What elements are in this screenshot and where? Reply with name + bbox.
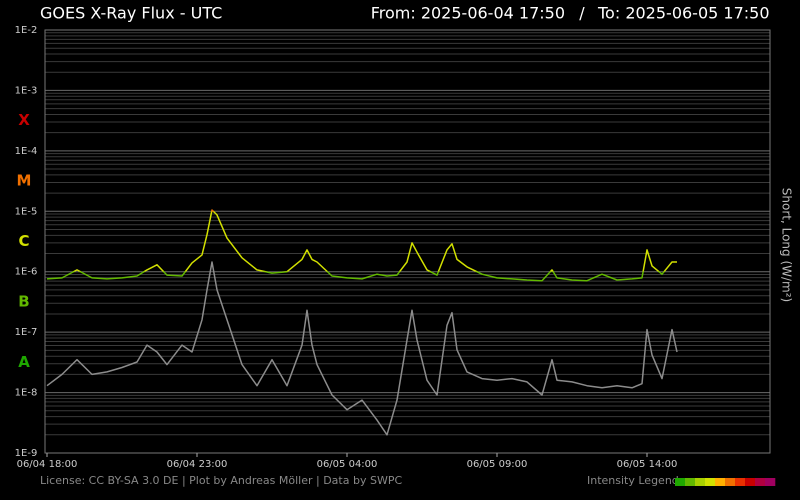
x-tick-label: 06/04 18:00 bbox=[17, 459, 78, 470]
y-tick-label: 1E-9 bbox=[15, 448, 38, 459]
intensity-swatch bbox=[755, 478, 766, 486]
intensity-swatch bbox=[715, 478, 726, 486]
flare-class-label: B bbox=[18, 292, 29, 310]
range-from: From: 2025-06-04 17:50 bbox=[371, 4, 565, 23]
series-line bbox=[46, 261, 678, 436]
intensity-swatch bbox=[735, 478, 746, 486]
plot-frame bbox=[44, 29, 771, 454]
y-tick-label: 1E-5 bbox=[15, 206, 38, 217]
y-tick-label: 1E-3 bbox=[15, 85, 38, 96]
intensity-swatch bbox=[695, 478, 706, 486]
x-tick-label: 06/04 23:00 bbox=[167, 459, 228, 470]
intensity-swatch bbox=[675, 478, 686, 486]
y-tick-label: 1E-7 bbox=[15, 327, 38, 338]
footer: License: CC BY-SA 3.0 DE | Plot by Andre… bbox=[40, 474, 402, 487]
chart-title: GOES X-Ray Flux - UTC bbox=[40, 4, 222, 23]
x-tick-label: 06/05 09:00 bbox=[467, 459, 528, 470]
intensity-swatch bbox=[685, 478, 696, 486]
series-line bbox=[46, 209, 677, 282]
y-tick-label: 1E-4 bbox=[15, 146, 38, 157]
y-tick-label: 1E-6 bbox=[15, 267, 38, 278]
flare-class-label: M bbox=[17, 172, 32, 190]
x-tick-label: 06/05 04:00 bbox=[317, 459, 378, 470]
intensity-legend-label: Intensity Legend bbox=[587, 474, 679, 487]
flare-class-label: X bbox=[18, 111, 30, 129]
flare-class-label: A bbox=[18, 353, 30, 371]
y-axis-label: Short, Long (W/m²) bbox=[780, 188, 794, 302]
intensity-swatch bbox=[705, 478, 716, 486]
range-separator: / bbox=[579, 4, 585, 23]
intensity-swatch bbox=[745, 478, 756, 486]
intensity-swatch bbox=[725, 478, 736, 486]
y-tick-label: 1E-8 bbox=[15, 388, 38, 399]
intensity-swatch bbox=[765, 478, 776, 486]
y-tick-label: 1E-2 bbox=[15, 25, 38, 36]
flare-class-label: C bbox=[18, 232, 29, 250]
x-tick-label: 06/05 14:00 bbox=[617, 459, 678, 470]
range-to: To: 2025-06-05 17:50 bbox=[597, 4, 770, 23]
